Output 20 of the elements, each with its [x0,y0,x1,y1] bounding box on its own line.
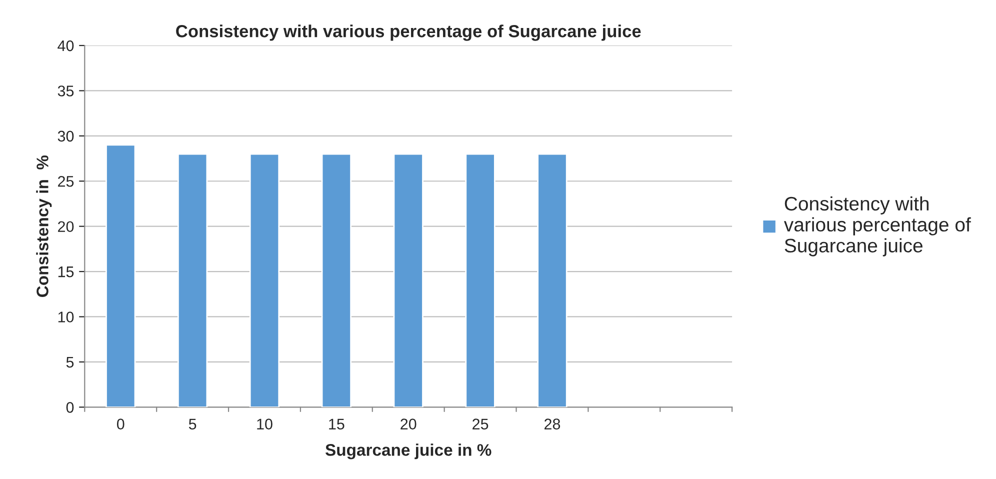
x-tick-label: 20 [400,418,416,430]
x-tick-label: 5 [188,418,196,430]
y-tick-label: 20 [58,221,74,232]
legend-label: Consistency with various percentage of Sugarcane juice [784,196,971,256]
y-tick-label: 35 [58,86,74,96]
y-tick-label: 40 [58,40,74,52]
x-tick-label: 15 [329,418,344,430]
chart-title: Consistency with various percentage of Sugarcane juice [176,24,641,41]
y-tick-label: 10 [58,312,74,322]
y-axis-title: Consistency in % [36,155,52,297]
y-tick-label: 30 [58,130,74,142]
x-tick-label: 28 [544,418,560,430]
y-tick-label: 5 [66,356,74,368]
x-tick-label: 10 [257,418,272,430]
y-tick-label: 15 [58,266,74,278]
y-tick-label: 0 [66,402,74,413]
x-axis-title: Sugarcane juice in % [325,444,492,460]
x-tick-label: 25 [472,418,488,430]
x-tick-label: 0 [116,418,124,430]
y-tick-label: 25 [58,176,74,187]
